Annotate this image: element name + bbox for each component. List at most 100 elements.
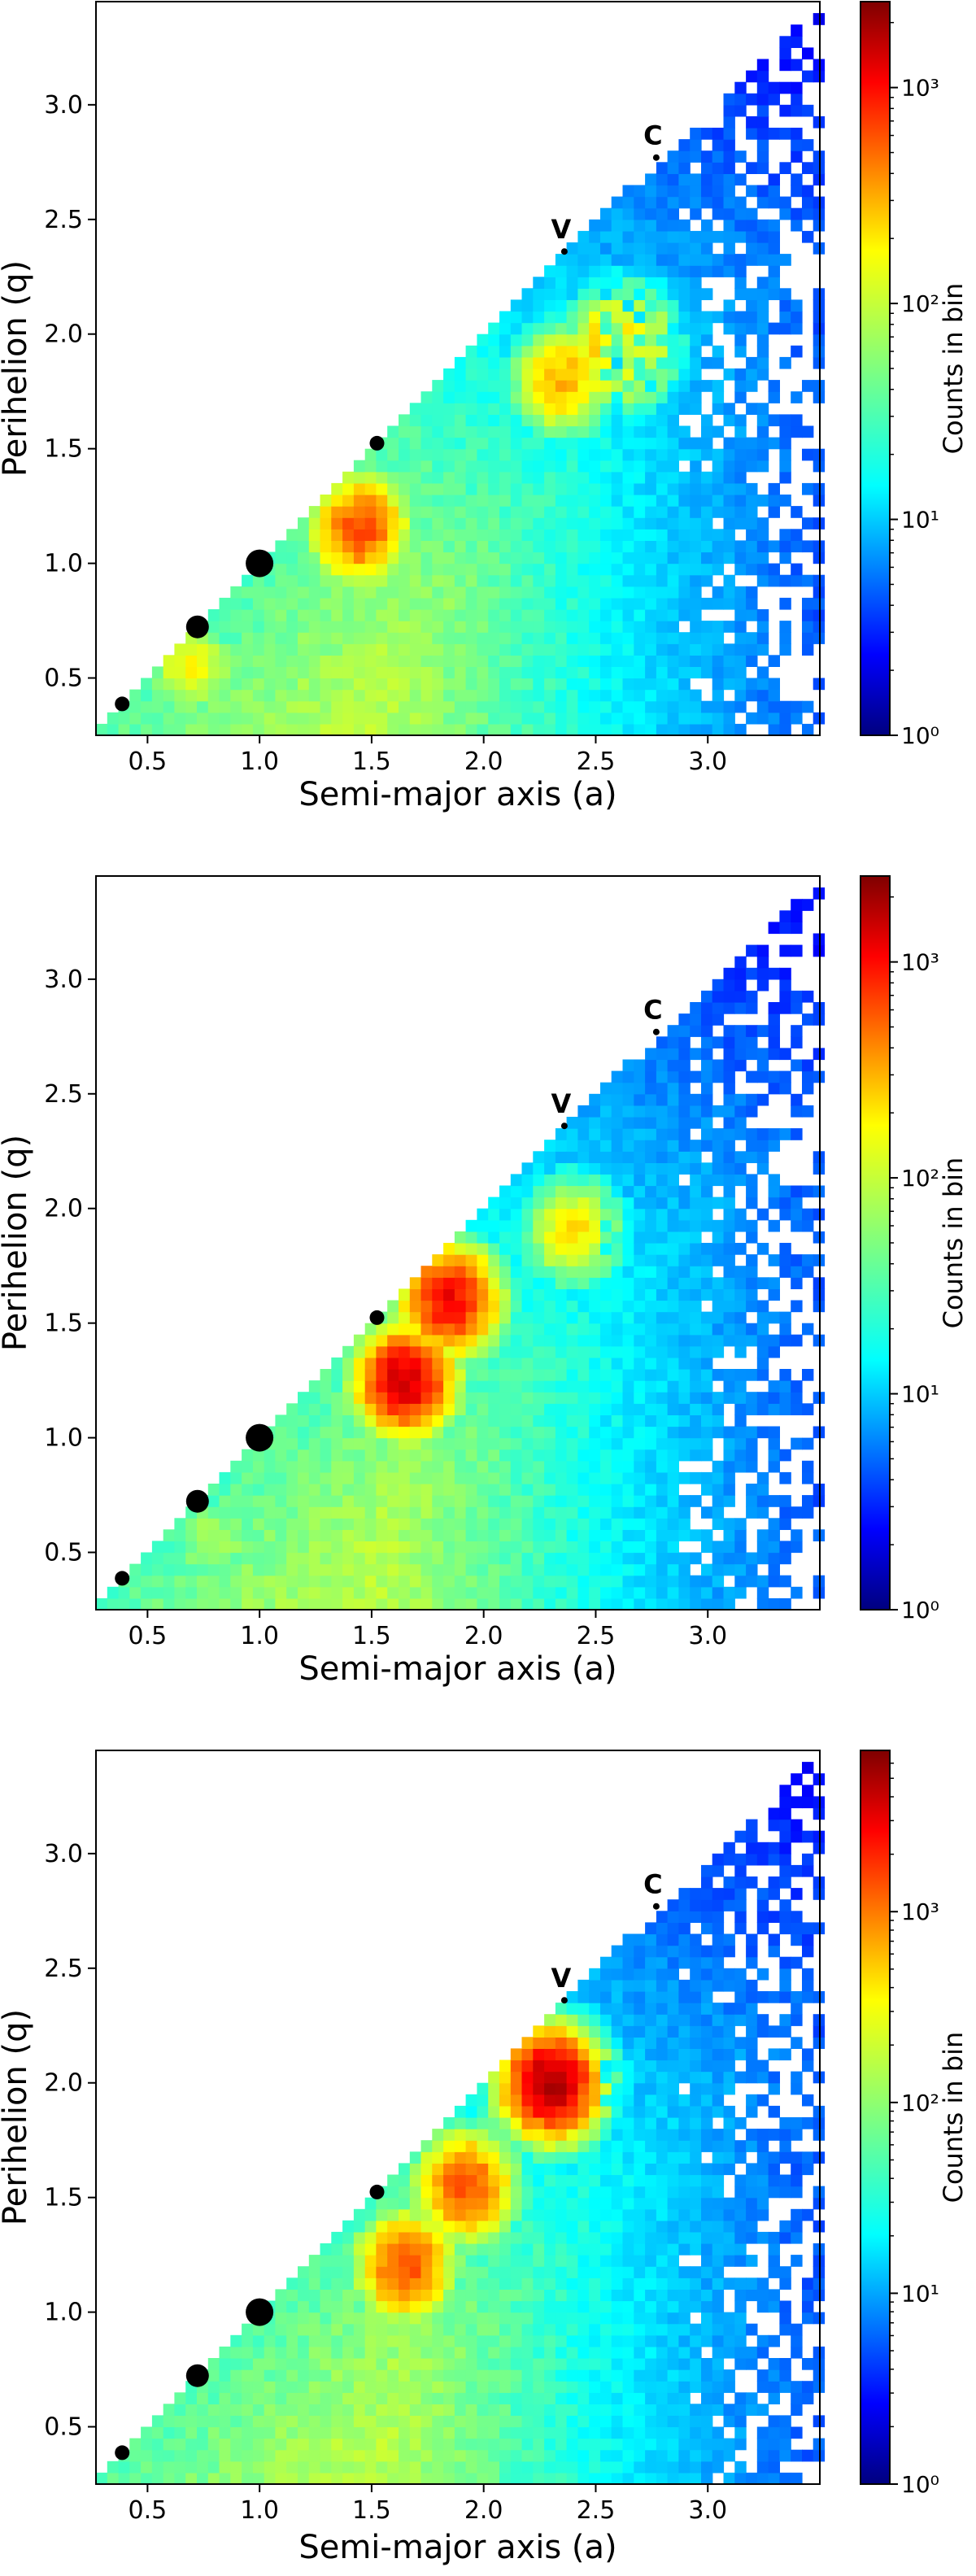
heatmap-cell xyxy=(533,655,545,667)
heatmap-cell xyxy=(420,609,433,621)
heatmap-cell xyxy=(331,2277,343,2290)
heatmap-cell xyxy=(544,2129,556,2141)
heatmap-cell xyxy=(600,1266,612,1278)
heatmap-cell xyxy=(521,1484,534,1496)
heatmap-cell xyxy=(589,1369,601,1381)
heatmap-cell xyxy=(364,2266,377,2278)
heatmap-cell xyxy=(465,2472,477,2485)
heatmap-cell xyxy=(611,345,624,358)
heatmap-cell xyxy=(589,2208,601,2221)
heatmap-cell xyxy=(566,632,578,644)
heatmap-cell xyxy=(399,1518,411,1530)
heatmap-cell xyxy=(544,643,556,656)
heatmap-cell xyxy=(409,723,422,736)
heatmap-cell xyxy=(791,104,803,117)
heatmap-cell xyxy=(544,586,556,599)
heatmap-cell xyxy=(667,1093,679,1106)
heatmap-cell xyxy=(298,2266,310,2278)
heatmap-cell xyxy=(723,482,735,495)
heatmap-cell xyxy=(533,1484,545,1496)
heatmap-cell xyxy=(667,632,679,644)
heatmap-cell xyxy=(465,2208,477,2221)
heatmap-cell xyxy=(544,2208,556,2221)
heatmap-cell xyxy=(589,368,601,381)
heatmap-cell xyxy=(723,967,735,980)
heatmap-cell xyxy=(577,495,590,507)
heatmap-cell xyxy=(600,1518,612,1530)
heatmap-cell xyxy=(376,540,388,553)
heatmap-cell xyxy=(387,563,399,576)
heatmap-cell xyxy=(555,609,568,621)
heatmap-cell xyxy=(409,448,422,461)
heatmap-cell xyxy=(746,1403,758,1415)
heatmap-cell xyxy=(454,2346,467,2359)
heatmap-cell xyxy=(577,1266,590,1278)
heatmap-cell xyxy=(454,2381,467,2393)
heatmap-cell xyxy=(734,666,747,679)
heatmap-cell xyxy=(555,712,568,725)
heatmap-cell xyxy=(690,311,702,324)
heatmap-cell xyxy=(151,689,164,702)
heatmap-cell xyxy=(645,529,657,541)
heatmap-cell xyxy=(443,495,455,507)
heatmap-cell xyxy=(510,621,523,633)
heatmap-cell xyxy=(544,2014,556,2026)
heatmap-cell xyxy=(298,1437,310,1450)
heatmap-cell xyxy=(544,1586,556,1599)
heatmap-cell xyxy=(589,2277,601,2290)
heatmap-cell xyxy=(667,1174,679,1187)
heatmap-cell xyxy=(308,689,321,702)
heatmap-cell xyxy=(443,1575,455,1588)
heatmap-cell xyxy=(409,1460,422,1473)
heatmap-cell xyxy=(298,2334,310,2347)
heatmap-cell xyxy=(600,1968,612,1981)
heatmap-cell xyxy=(813,242,826,255)
heatmap-cell xyxy=(645,1105,657,1118)
heatmap-cell xyxy=(197,723,209,736)
heatmap-cell xyxy=(577,1449,590,1462)
heatmap-cell xyxy=(364,1529,377,1541)
heatmap-cell xyxy=(611,1586,624,1599)
heatmap-cell xyxy=(477,2404,489,2416)
heatmap-cell xyxy=(387,2255,399,2267)
heatmap-cell xyxy=(566,391,578,403)
heatmap-cell xyxy=(756,1495,769,1507)
heatmap-cell xyxy=(791,1025,803,1037)
heatmap-cell xyxy=(331,1392,343,1404)
heatmap-cell xyxy=(376,1563,388,1576)
heatmap-cell xyxy=(141,2449,153,2462)
heatmap-cell xyxy=(510,1563,523,1576)
heatmap-cell xyxy=(656,185,669,198)
heatmap-cell xyxy=(320,1541,332,1554)
heatmap-cell xyxy=(645,1059,657,1072)
heatmap-cell xyxy=(589,2129,601,2141)
heatmap-cell xyxy=(465,1334,477,1347)
heatmap-cell xyxy=(331,2438,343,2451)
heatmap-cell xyxy=(376,632,388,644)
heatmap-cell xyxy=(577,2346,590,2359)
heatmap-cell xyxy=(555,1541,568,1554)
heatmap-cell xyxy=(690,723,702,736)
heatmap-cell xyxy=(286,1426,298,1439)
heatmap-cell xyxy=(521,1529,534,1541)
heatmap-cell xyxy=(589,2117,601,2129)
heatmap-cell xyxy=(544,666,556,679)
heatmap-cell xyxy=(656,1300,669,1313)
heatmap-cell xyxy=(555,2208,568,2221)
heatmap-cell xyxy=(364,1437,377,1450)
heatmap-cell xyxy=(432,2392,444,2404)
heatmap-cell xyxy=(465,2358,477,2370)
heatmap-cell xyxy=(353,1552,366,1565)
heatmap-cell xyxy=(387,2277,399,2290)
heatmap-cell xyxy=(230,1586,242,1599)
heatmap-cell xyxy=(465,563,477,576)
heatmap-cell xyxy=(656,1369,669,1381)
heatmap-cell xyxy=(600,2334,612,2347)
heatmap-cell xyxy=(286,2392,298,2404)
heatmap-cell xyxy=(331,2346,343,2359)
heatmap-cell xyxy=(566,1334,578,1347)
heatmap-cell xyxy=(566,1437,578,1450)
heatmap-cell xyxy=(353,2369,366,2382)
heatmap-cell xyxy=(454,1541,467,1554)
heatmap-cell xyxy=(634,391,646,403)
